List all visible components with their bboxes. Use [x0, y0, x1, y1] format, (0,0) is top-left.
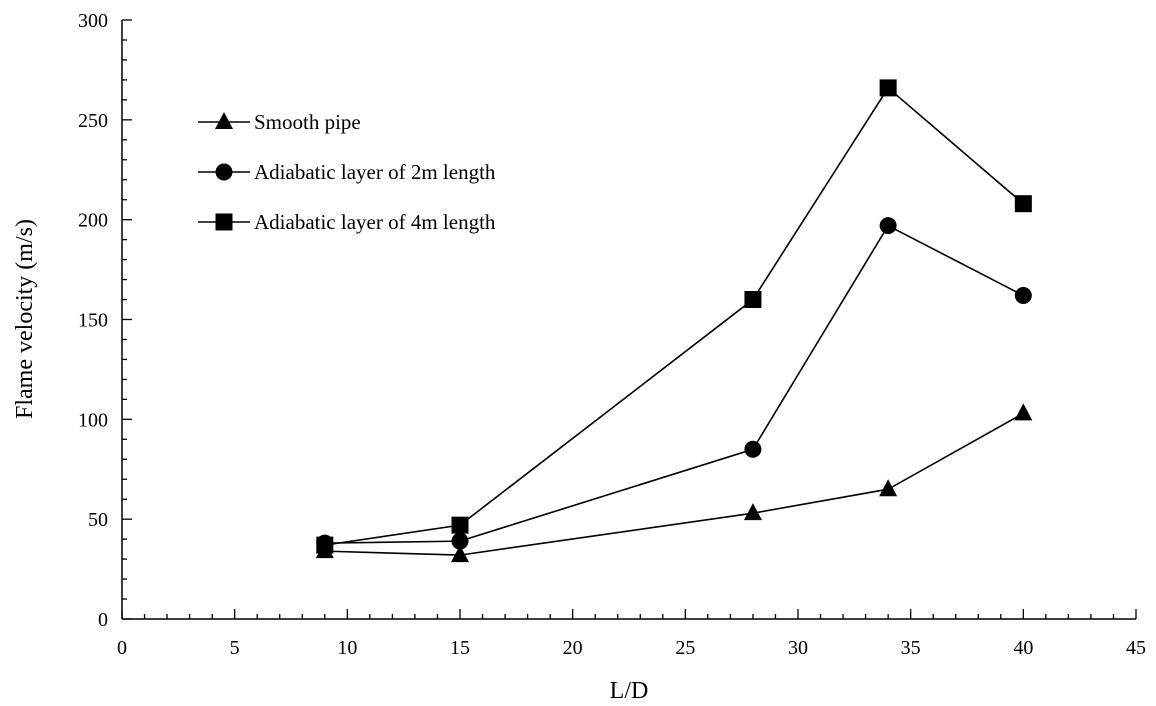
data-point-triangle [451, 545, 469, 563]
series-markers [315, 79, 1033, 563]
ticks [121, 19, 1137, 620]
data-point-triangle [743, 503, 762, 521]
y-tick-label: 50 [88, 509, 108, 531]
y-axis-title: Flame velocity (m/s) [12, 219, 38, 419]
legend-marker-circle [215, 163, 233, 181]
y-tick-label: 300 [78, 10, 108, 32]
data-point-triangle [1014, 403, 1033, 421]
legend: Smooth pipe Adiabatic layer of 2m length A… [198, 110, 496, 234]
data-point-circle [1014, 287, 1032, 305]
series-lines [324, 86, 1024, 556]
y-tick-label: 100 [78, 409, 108, 431]
data-point-square [316, 536, 334, 554]
data-point-square [1014, 195, 1032, 213]
legend-label: Smooth pipe [254, 110, 361, 134]
x-tick-label: 0 [117, 637, 127, 659]
x-tick-label: 40 [1013, 637, 1033, 659]
legend-label: Adiabatic layer of 2m length [254, 160, 496, 184]
tick-labels: 0 5 10 15 20 25 30 35 40 45 0 50 100 150 200 250 300 [78, 10, 1146, 659]
y-tick-label: 250 [78, 110, 108, 132]
legend-marker-triangle [215, 112, 233, 129]
x-tick-label: 20 [563, 637, 583, 659]
x-tick-label: 45 [1126, 637, 1146, 659]
data-point-square [451, 516, 469, 534]
x-tick-label: 25 [675, 637, 695, 659]
x-axis-title: L/D [610, 678, 649, 704]
series-line-square [324, 86, 1024, 546]
data-point-circle [744, 440, 762, 458]
data-point-square [879, 79, 897, 97]
data-point-square [744, 291, 762, 309]
data-point-triangle [879, 479, 898, 497]
x-tick-label: 5 [230, 637, 240, 659]
y-tick-label: 200 [78, 210, 108, 232]
data-point-circle [879, 217, 897, 235]
x-tick-label: 15 [450, 637, 470, 659]
series-line-triangle [324, 412, 1024, 556]
y-tick-label: 150 [78, 310, 108, 332]
data-point-circle [451, 532, 469, 550]
x-tick-label: 10 [337, 637, 357, 659]
x-tick-label: 30 [788, 637, 808, 659]
legend-marker-square [215, 213, 233, 231]
series-line-circle [324, 224, 1024, 544]
y-tick-label: 0 [98, 609, 108, 631]
legend-label: Adiabatic layer of 4m length [254, 210, 496, 234]
x-tick-label: 35 [901, 637, 921, 659]
